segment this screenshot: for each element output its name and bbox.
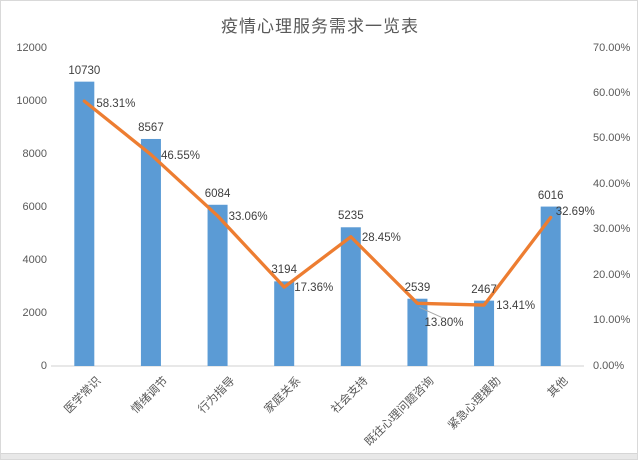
y-axis-tick-left: 2000 — [22, 306, 47, 319]
line-percent-label: 58.31% — [96, 97, 136, 110]
y-axis-tick-right: 20.00% — [593, 268, 631, 281]
y-axis-tick-right: 70.00% — [593, 41, 631, 54]
y-axis-tick-left: 4000 — [22, 253, 47, 266]
line-percent-label: 28.45% — [361, 232, 401, 245]
bar-value-label: 6084 — [204, 187, 231, 200]
bar-value-label: 3194 — [271, 264, 297, 277]
bar-value-label: 6016 — [537, 189, 564, 202]
bar-5 — [407, 298, 428, 366]
bar-4 — [340, 227, 361, 366]
y-axis-tick-left: 10000 — [16, 94, 47, 107]
y-axis-tick-right: 50.00% — [593, 132, 631, 145]
y-axis-tick-left: 0 — [40, 359, 47, 372]
bar-value-label: 10730 — [68, 64, 101, 77]
y-axis-tick-right: 30.00% — [593, 223, 631, 236]
bar-3 — [274, 281, 295, 366]
bar-7 — [540, 206, 561, 366]
bar-value-label: 2467 — [471, 283, 497, 296]
bar-6 — [474, 300, 495, 366]
bottom-strip — [1, 453, 637, 459]
y-axis-tick-right: 60.00% — [593, 86, 631, 99]
line-percent-label: 32.69% — [555, 205, 595, 218]
y-axis-tick-left: 12000 — [16, 41, 47, 54]
bar-value-label: 2539 — [404, 281, 431, 294]
y-axis-tick-left: 6000 — [22, 200, 47, 213]
line-percent-label: 46.55% — [160, 150, 200, 163]
y-axis-tick-right: 10.00% — [593, 314, 631, 327]
line-percent-label: 13.80% — [424, 317, 464, 330]
chart-title: 疫情心理服务需求一览表 — [221, 17, 419, 37]
line-percent-label: 33.06% — [228, 211, 268, 224]
line-percent-label: 13.41% — [496, 299, 536, 312]
y-axis-tick-left: 8000 — [22, 147, 47, 160]
bar-0 — [74, 81, 95, 366]
line-series — [82, 99, 553, 307]
label-leader-line — [419, 306, 442, 318]
bar-2 — [207, 204, 228, 366]
bar-value-label: 5235 — [338, 210, 364, 223]
bar-1 — [140, 138, 161, 366]
y-axis-tick-right: 40.00% — [593, 177, 631, 190]
bar-value-label: 8567 — [138, 121, 164, 134]
y-axis-tick-right: 0.00% — [593, 359, 625, 372]
line-percent-label: 17.36% — [294, 281, 334, 294]
